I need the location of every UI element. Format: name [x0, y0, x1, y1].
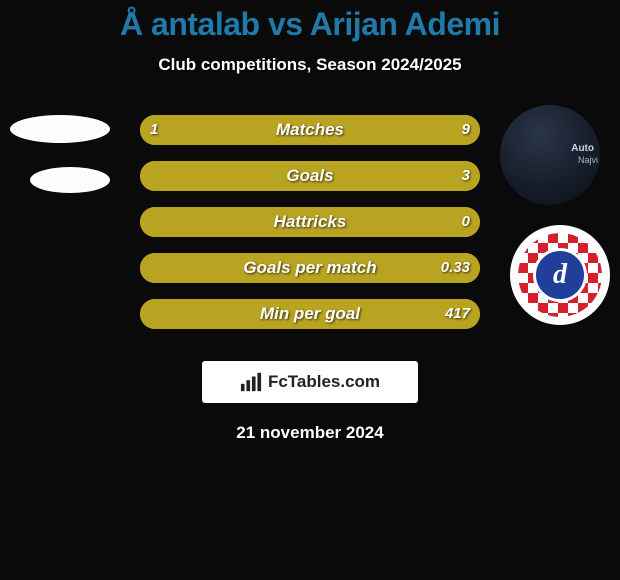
stat-row: Hattricks0	[140, 207, 480, 237]
club-letter: d	[553, 259, 567, 291]
branding-text: FcTables.com	[268, 372, 380, 392]
stat-label: Min per goal	[140, 299, 480, 329]
bars-icon	[240, 372, 262, 392]
avatar-bg-text-2: Najvi	[578, 155, 598, 165]
page-title: Å antalab vs Arijan Ademi	[0, 0, 620, 43]
stat-label: Matches	[140, 115, 480, 145]
player-left-avatar-placeholder	[10, 115, 110, 143]
stat-label: Goals	[140, 161, 480, 191]
stat-value-right: 9	[462, 115, 470, 145]
stat-label: Hattricks	[140, 207, 480, 237]
avatar-bg-text: Auto	[571, 143, 594, 154]
stat-label: Goals per match	[140, 253, 480, 283]
stat-row: Matches1 9	[140, 115, 480, 145]
subtitle: Club competitions, Season 2024/2025	[0, 55, 620, 75]
branding-badge: FcTables.com	[202, 361, 418, 403]
stat-value-right: 0.33	[441, 253, 470, 283]
club-left-avatar-placeholder	[30, 167, 110, 193]
stat-value-right: 417	[445, 299, 470, 329]
stat-value-left: 1	[150, 115, 158, 145]
stat-row: Goals per match0.33	[140, 253, 480, 283]
comparison-stats: Auto Najvi d Matches1 9 Goals3 Hattricks0 Go…	[0, 115, 620, 345]
date: 21 november 2024	[0, 423, 620, 443]
stat-row: Min per goal417	[140, 299, 480, 329]
stat-row: Goals3	[140, 161, 480, 191]
player-right-avatar: Auto Najvi	[500, 105, 600, 205]
club-center-circle: d	[533, 248, 587, 302]
club-right-badge: d	[510, 225, 610, 325]
stat-value-right: 0	[462, 207, 470, 237]
stat-value-right: 3	[462, 161, 470, 191]
